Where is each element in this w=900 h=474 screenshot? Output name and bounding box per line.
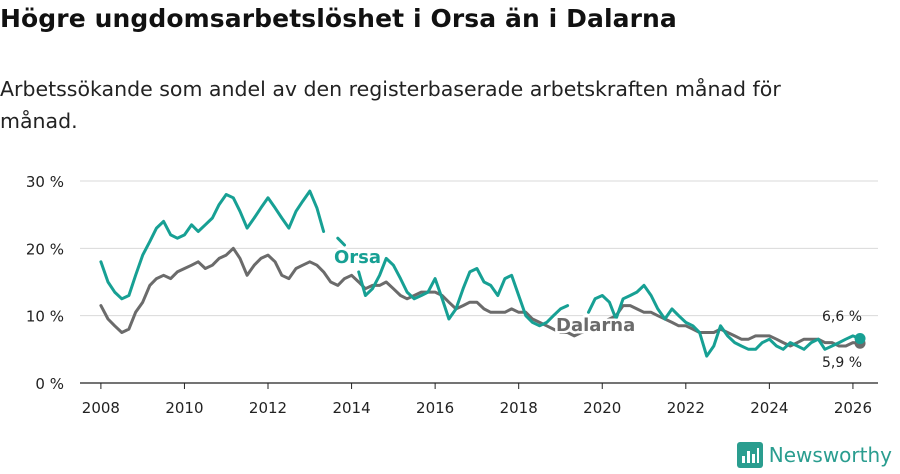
x-tick-label: 2022: [667, 399, 705, 417]
y-tick-label: 20 %: [26, 240, 64, 258]
x-axis: 2008 2010 2012 2014 2016 2018 2020 2022 2024 2026: [80, 382, 878, 417]
x-tick-label: 2016: [416, 399, 454, 417]
chart-gridlines: [80, 180, 878, 317]
x-tick-label: 2020: [583, 399, 621, 417]
brand-logo[interactable]: Newsworthy: [736, 442, 892, 468]
series-line-dalarna: [99, 246, 862, 348]
page-title: Högre ungdomsarbetslöshet i Orsa än i Da…: [0, 4, 677, 33]
y-tick-label: 10 %: [26, 308, 64, 326]
series-line-orsa: [336, 236, 346, 247]
end-value-dalarna: 5,9 %: [822, 355, 862, 371]
series-label-dalarna-halo: Dalarna: [556, 315, 635, 336]
series-line-orsa: [587, 283, 862, 358]
y-tick-label: 0 %: [35, 375, 64, 393]
x-tick-label: 2024: [750, 399, 788, 417]
series-line-orsa: [357, 256, 570, 328]
series-line-orsa: [99, 189, 326, 301]
newsworthy-logo-icon: [736, 442, 763, 468]
y-axis-ticks: 0 % 10 % 20 % 30 %: [26, 173, 64, 393]
series-label-dalarna: Dalarna: [556, 315, 635, 336]
x-tick-label: 2010: [165, 399, 203, 417]
x-tick-label: 2018: [500, 399, 538, 417]
x-tick-label: 2008: [82, 399, 120, 417]
end-value-orsa: 6,6 %: [822, 309, 862, 325]
y-tick-label: 30 %: [26, 173, 64, 191]
x-tick-label: 2026: [834, 399, 872, 417]
series-endpoint-orsa: [854, 333, 866, 345]
chart-series: [99, 189, 866, 358]
x-tick-label: 2014: [332, 399, 370, 417]
page-subtitle: Arbetssökande som andel av den registerb…: [0, 77, 781, 133]
brand-name: Newsworthy: [768, 443, 892, 467]
series-label-orsa-halo: Orsa: [334, 247, 381, 268]
series-label-orsa: Orsa: [334, 247, 381, 268]
x-tick-label: 2012: [249, 399, 287, 417]
